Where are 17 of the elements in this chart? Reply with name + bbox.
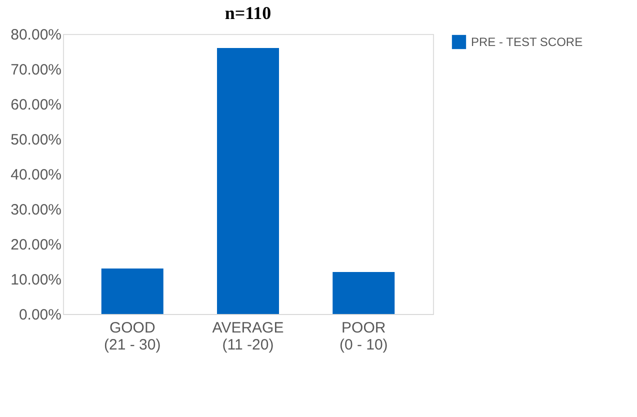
x-tick-label: POOR (0 - 10) <box>339 320 388 354</box>
y-tick-label: 30.00% <box>10 202 62 218</box>
y-tick-label: 80.00% <box>10 26 62 44</box>
bar <box>332 272 395 314</box>
y-tick-label: 50.00% <box>10 132 62 148</box>
y-tick-label: 70.00% <box>10 62 62 78</box>
y-tick-label: 10.00% <box>10 272 62 288</box>
legend-label: PRE - TEST SCORE <box>471 35 583 49</box>
bar <box>217 48 279 314</box>
x-tick-label: AVERAGE (11 -20) <box>212 320 284 354</box>
y-tick-label: 40.00% <box>10 166 62 184</box>
y-tick-label: 0.00% <box>18 306 62 324</box>
y-tick-label: 60.00% <box>10 96 62 114</box>
chart-title: n=110 <box>224 3 272 23</box>
bar <box>101 268 164 314</box>
y-tick-label: 20.00% <box>10 236 62 254</box>
x-tick-label: GOOD (21 - 30) <box>104 320 161 354</box>
